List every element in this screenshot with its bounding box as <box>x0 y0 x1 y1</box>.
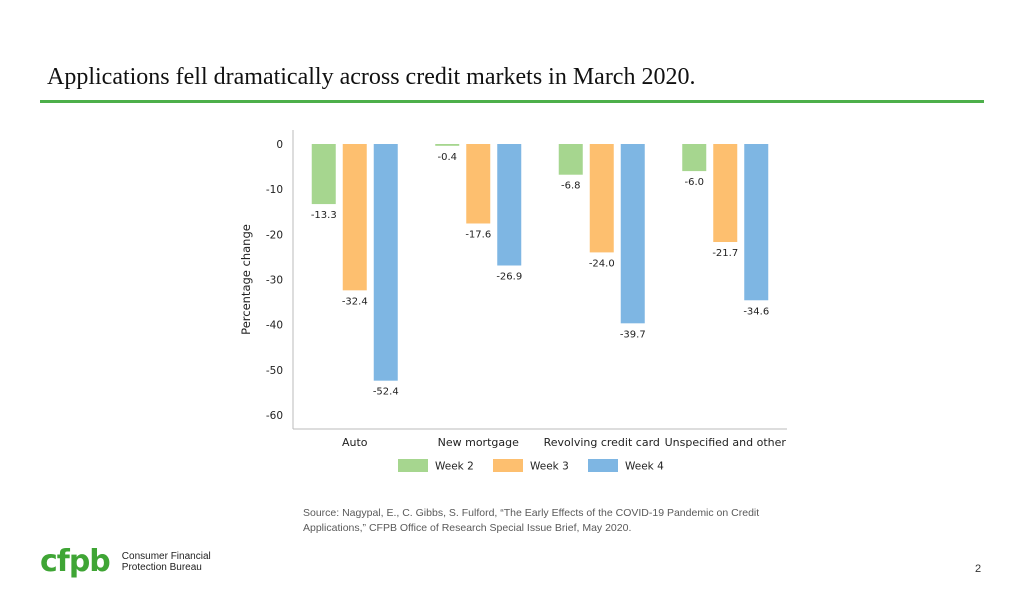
y-tick-label: -60 <box>266 410 283 422</box>
bar <box>373 144 398 381</box>
cfpb-logo: cfpb Consumer Financial Protection Burea… <box>40 547 211 577</box>
bar-value-label: -6.0 <box>684 177 704 188</box>
bar-value-label: -39.7 <box>620 329 646 340</box>
legend-label: Week 3 <box>530 461 569 473</box>
bar <box>589 144 614 253</box>
bar-value-label: -6.8 <box>561 181 581 192</box>
y-tick-label: -40 <box>266 320 283 332</box>
bar-value-label: -32.4 <box>342 296 368 307</box>
bar-value-label: -26.9 <box>496 271 522 282</box>
logo-line-1: Consumer Financial <box>121 551 211 562</box>
bar-value-label: -13.3 <box>311 210 337 221</box>
bar <box>713 144 738 243</box>
cfpb-logo-text: Consumer Financial Protection Bureau <box>122 551 211 573</box>
bar-value-label: -17.6 <box>465 229 491 240</box>
bar-value-label: -52.4 <box>373 387 399 398</box>
x-tick-label: New mortgage <box>438 436 519 449</box>
y-tick-label: -10 <box>266 184 283 196</box>
bar <box>466 144 491 224</box>
x-tick-label: Unspecified and other <box>665 436 787 449</box>
bar <box>311 144 336 205</box>
x-tick-label: Revolving credit card <box>544 436 660 449</box>
bar-value-label: -21.7 <box>712 248 738 259</box>
bar <box>558 144 583 175</box>
y-axis-label: Percentage change <box>239 224 253 335</box>
legend-swatch <box>588 459 618 472</box>
legend-label: Week 4 <box>625 461 664 473</box>
cfpb-logo-mark: cfpb <box>40 544 111 579</box>
bar <box>744 144 769 301</box>
bar-chart: 0 -10 -20 -30 -40 -50 -60 Percentage change -13.… <box>239 130 787 473</box>
y-tick-label: 0 <box>276 139 283 151</box>
y-tick-label: -20 <box>266 229 283 241</box>
y-tick-label: -50 <box>266 365 283 377</box>
bar <box>620 144 645 324</box>
bar-value-label: -0.4 <box>437 152 457 163</box>
bar <box>342 144 367 291</box>
logo-line-2: Protection Bureau <box>121 562 202 573</box>
bar-value-label: -24.0 <box>589 258 615 269</box>
bar <box>682 144 707 172</box>
legend-swatch <box>493 459 523 472</box>
bar-value-label: -34.6 <box>743 306 769 317</box>
y-tick-label: -30 <box>266 275 283 287</box>
x-tick-label: Auto <box>342 436 368 449</box>
legend-swatch <box>398 459 428 472</box>
slide-title: Applications fell dramatically across cr… <box>47 64 696 90</box>
page-number: 2 <box>975 563 982 575</box>
bar <box>435 144 460 146</box>
title-divider <box>40 100 984 103</box>
source-citation: Source: Nagypal, E., C. Gibbs, S. Fulfor… <box>303 507 760 534</box>
legend-label: Week 2 <box>435 461 474 473</box>
bar <box>497 144 522 266</box>
